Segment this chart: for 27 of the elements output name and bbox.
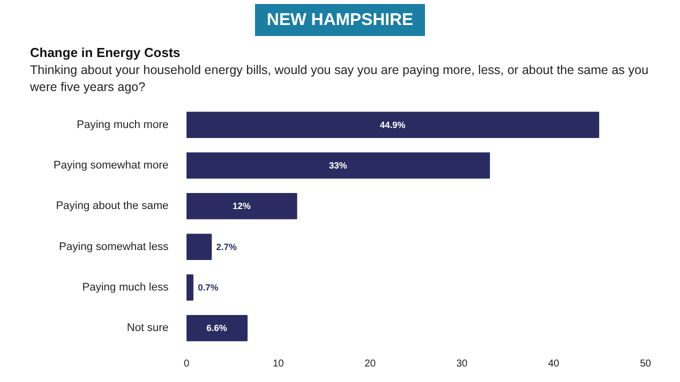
bar <box>186 274 194 301</box>
x-tick-label: 0 <box>184 358 190 370</box>
x-tick-label: 10 <box>272 358 284 370</box>
y-tick-label: Paying much more <box>76 118 169 131</box>
x-tick-label: 20 <box>364 358 376 370</box>
x-tick-label: 50 <box>640 358 652 370</box>
x-tick-label: 40 <box>548 358 560 370</box>
bar <box>186 112 600 138</box>
text: NEW HAMPSHIRE <box>254 4 426 36</box>
chart-title: Change in Energy Costs <box>30 45 180 60</box>
y-tick-label: Paying much less <box>82 282 169 294</box>
data-label: 2.7% <box>216 242 237 252</box>
x-tick-label: 30 <box>456 358 468 370</box>
y-tick-label: Paying somewhat more <box>54 160 169 172</box>
data-label: 6.6% <box>206 323 228 334</box>
bar <box>186 152 490 179</box>
bar <box>186 234 212 260</box>
y-tick-label: Paying about the same <box>56 200 169 212</box>
bar <box>186 193 298 220</box>
data-label: 33% <box>328 160 347 170</box>
bar <box>186 315 248 342</box>
y-tick-label: Not sure <box>126 322 169 334</box>
y-tick-label: Paying somewhat less <box>59 240 169 253</box>
data-label: 12% <box>232 201 251 212</box>
data-label: 0.7% <box>198 282 218 292</box>
chart-subtitle: Thinking about your household energy bills, would you say you are paying more, less, or about the same as you were five years ago? <box>30 62 650 96</box>
data-label: 44.9% <box>380 120 406 130</box>
